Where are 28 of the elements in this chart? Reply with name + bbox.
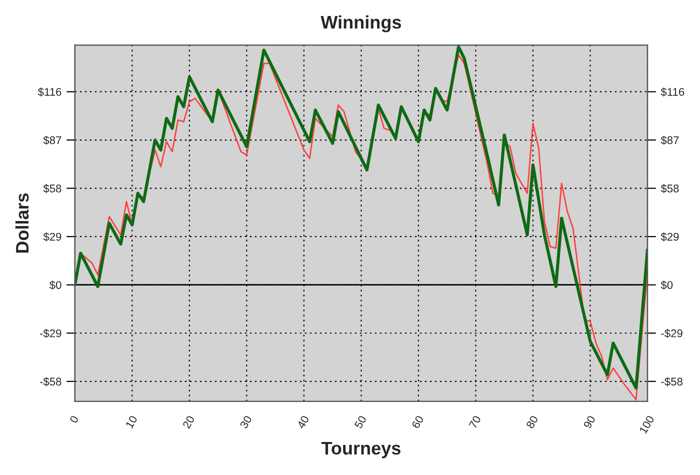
x-tick-label: 20 xyxy=(182,415,195,429)
x-axis-title: Tourneys xyxy=(321,442,400,458)
y-tick-label: $116 xyxy=(38,88,62,97)
y2-tick-label: -$29 xyxy=(661,328,682,338)
y2-tick-label: $58 xyxy=(660,184,679,194)
x-tick-label: 90 xyxy=(583,415,596,429)
y-tick-label: $58 xyxy=(43,184,62,194)
x-tick-label: 10 xyxy=(125,415,138,429)
x-tick-label: 40 xyxy=(296,415,310,430)
x-tick-label: 60 xyxy=(411,415,424,429)
y-tick-label: -$29 xyxy=(40,328,62,338)
y2-tick-label: $87 xyxy=(660,136,679,145)
y2-tick-label: $116 xyxy=(660,88,684,97)
x-tick-label: 50 xyxy=(354,415,367,429)
x-tick-label: 0 xyxy=(69,415,79,424)
y-tick-label: -$58 xyxy=(40,377,62,386)
y-tick-label: $0 xyxy=(49,280,62,290)
y2-tick-label: -$58 xyxy=(661,377,682,386)
x-tick-label: 80 xyxy=(526,415,538,429)
y-tick-label: $87 xyxy=(43,136,62,145)
y2-tick-label: $29 xyxy=(660,232,679,242)
x-tick-label: 30 xyxy=(240,415,252,429)
x-tick-label: 100 xyxy=(639,415,654,434)
y-tick-label: $29 xyxy=(43,232,62,242)
y2-tick-label: $0 xyxy=(660,280,673,290)
chart-title: Winnings xyxy=(320,15,401,32)
x-tick-label: 70 xyxy=(468,415,482,429)
y-axis-title: Dollars xyxy=(15,193,29,253)
